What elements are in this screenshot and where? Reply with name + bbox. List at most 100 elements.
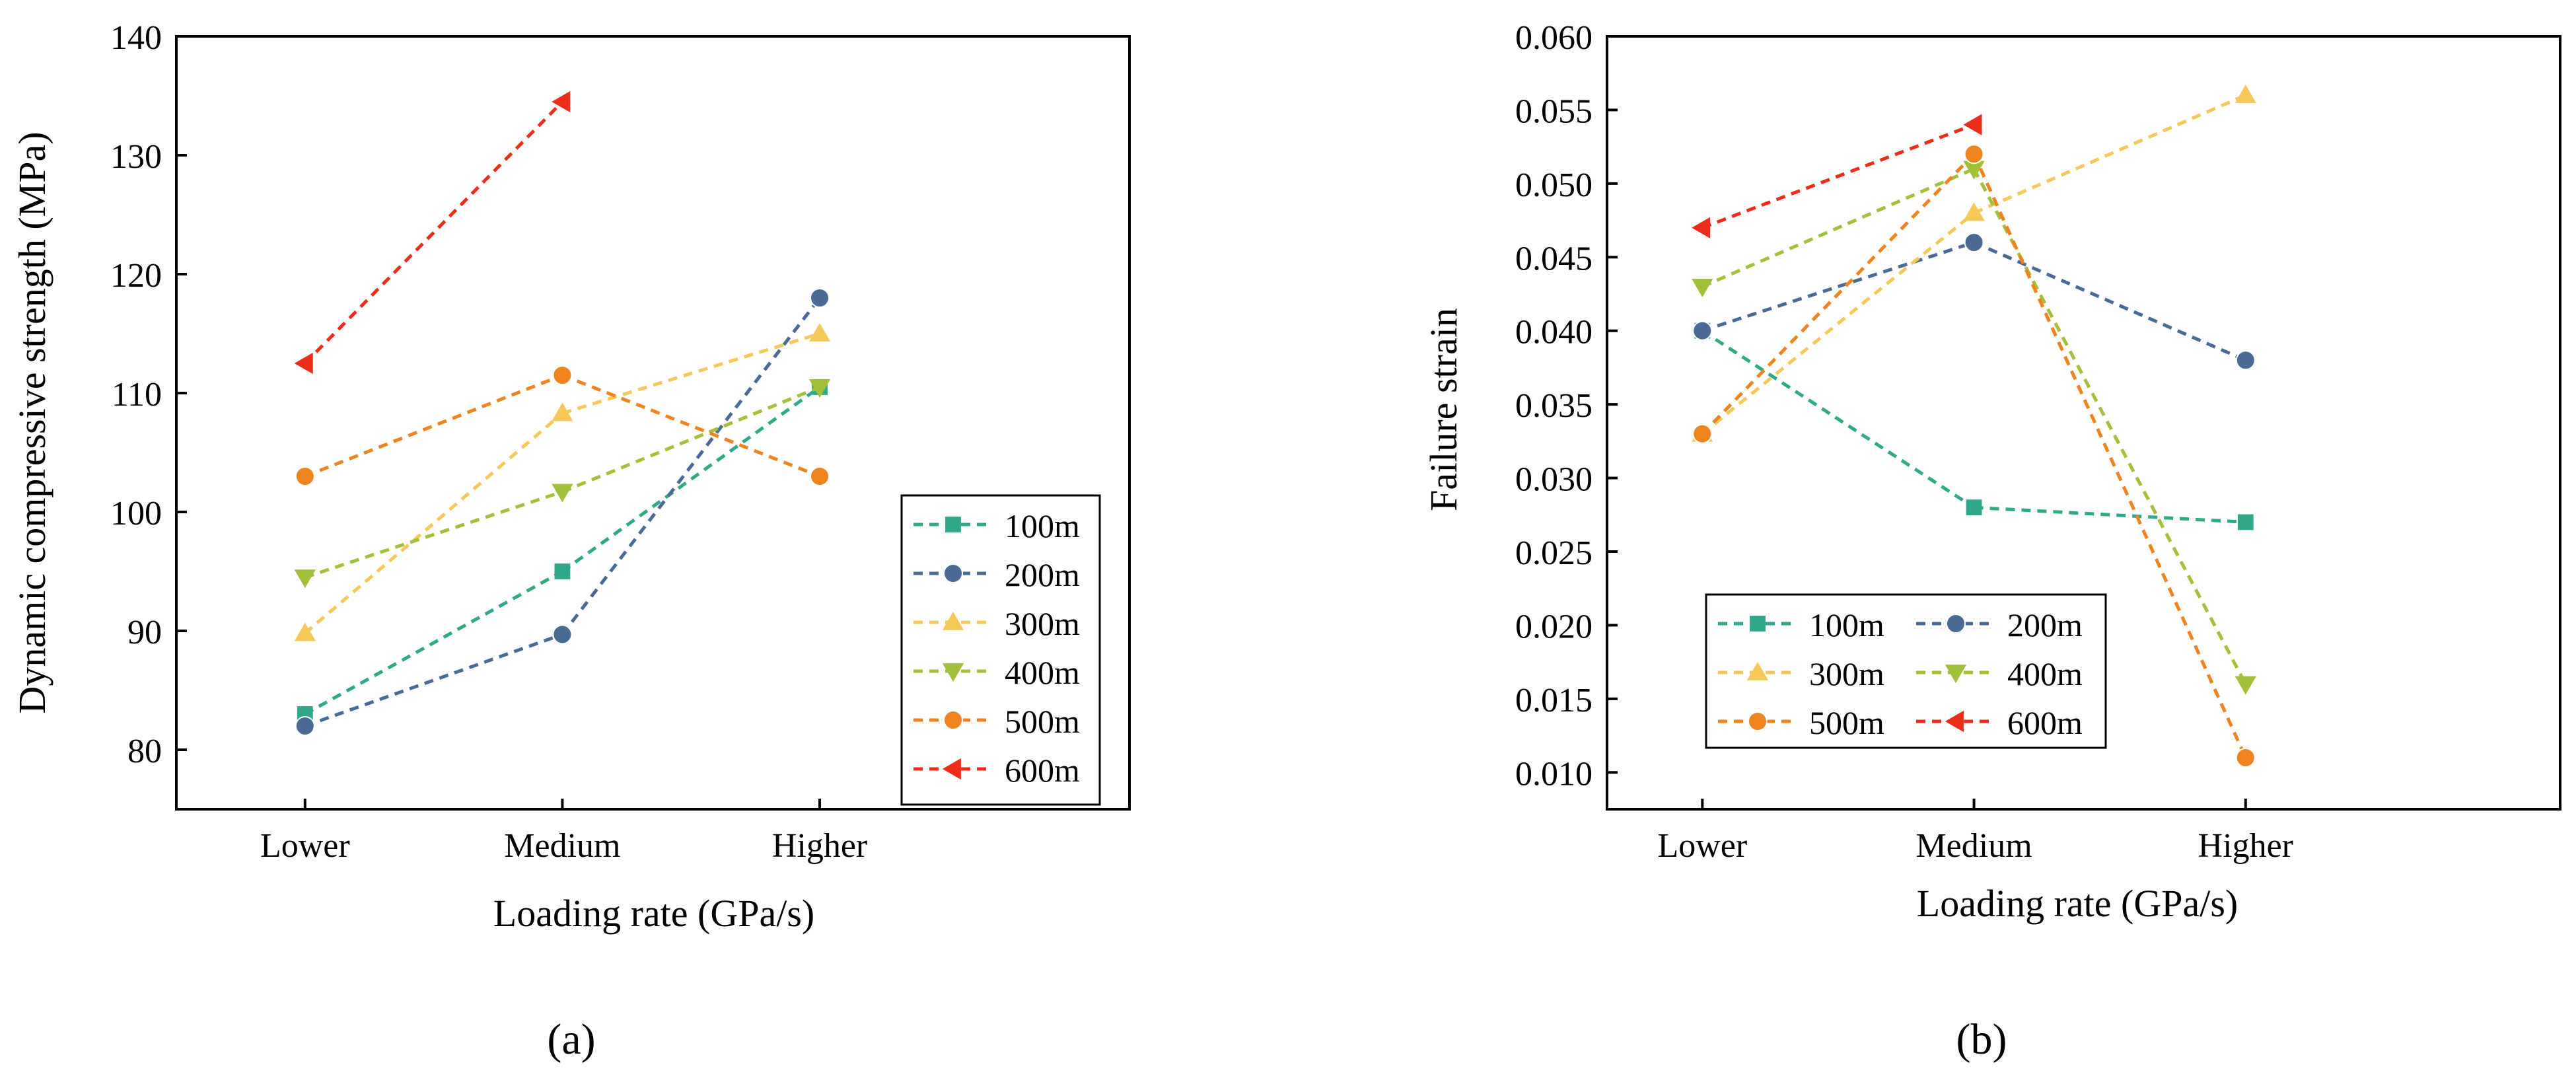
x-tick-label-a: Medium [504,827,620,865]
y-tick-label-b: 0.020 [1515,608,1592,645]
data-point-600m-a [552,91,571,113]
legend-marker-400m-b [1945,665,1967,684]
legend-label-200m-b: 200m [2007,606,2083,643]
data-point-400m-b [1692,278,1713,297]
data-point-100m-a [554,563,571,579]
y-tick-label-b: 0.030 [1515,461,1592,499]
panel-label-a: (a) [547,1015,595,1064]
legend-marker-100m-b [1750,616,1766,632]
y-tick-label-b: 0.025 [1515,534,1592,572]
data-point-400m-a [808,379,831,398]
data-point-100m-b [1966,499,1982,516]
data-point-300m-a [552,402,573,421]
data-point-500m-b [1964,144,1984,164]
data-point-200m-a [552,624,573,645]
data-point-200m-a [810,288,830,308]
series-line-200m-b [1973,240,2246,362]
x-tick-label-b: Higher [2198,827,2293,865]
legend-marker-200m-b [1946,614,1966,634]
data-point-100m-b [2237,514,2254,530]
legend-label-300m-a: 300m [1005,605,1080,642]
legend-marker-100m-a [945,517,961,532]
series-line-600m-b [1701,123,1975,230]
data-point-200m-b [1692,320,1713,341]
y-tick-label-b: 0.055 [1515,92,1592,130]
y-tick-label-b: 0.060 [1515,19,1592,57]
data-point-200m-b [1964,233,1984,252]
data-point-600m-b [1963,114,1982,135]
series-line-300m-a [304,412,564,635]
legend-label-400m-b: 400m [2007,655,2083,692]
series-line-500m-a [561,373,820,478]
data-point-300m-a [808,322,831,342]
legend-marker-600m-a [942,758,961,780]
series-line-600m-a [304,100,564,365]
legend-marker-200m-a [943,563,963,583]
series-line-100m-a [561,385,821,573]
legend-marker-600m-b [1945,710,1964,733]
data-point-300m-b [1963,202,1985,221]
data-point-500m-b [1692,423,1713,444]
series-line-200m-a [561,297,822,635]
series-line-300m-b [1701,211,1976,435]
y-tick-label-a: 110 [112,376,162,414]
x-tick-label-b: Medium [1915,827,2032,865]
series-line-200m-b [1701,240,1975,333]
series-line-300m-b [1973,93,2246,215]
series-line-400m-b [1972,168,2248,685]
y-tick-label-a: 90 [127,614,162,651]
y-tick-label-a: 80 [127,733,162,770]
data-point-400m-a [552,484,573,503]
y-tick-label-b: 0.045 [1515,240,1592,277]
data-point-500m-a [552,365,573,385]
legend-label-600m-b: 600m [2007,704,2083,741]
x-tick-label-a: Lower [260,827,350,865]
data-point-400m-b [2235,676,2256,695]
legend-label-500m-a: 500m [1005,703,1080,740]
y-tick-label-a: 140 [110,19,162,57]
series-line-100m-a [304,569,563,716]
y-tick-label-a: 130 [110,138,162,176]
series-line-300m-a [561,332,820,415]
data-point-200m-a [295,716,315,736]
panel-label-b: (b) [1956,1015,2007,1064]
y-tick-label-b: 0.015 [1515,682,1592,719]
x-tick-label-a: Higher [772,827,867,865]
legend-label-400m-a: 400m [1005,654,1080,691]
series-line-400m-b [1701,167,1975,289]
legend-marker-500m-b [1748,711,1768,731]
y-axis-title-b: Failure strain [1422,308,1465,511]
legend-label-600m-a: 600m [1005,752,1080,789]
data-point-300m-b [2235,85,2256,104]
legend-label-500m-b: 500m [1809,704,1884,741]
legend-label-200m-a: 200m [1005,556,1080,593]
series-line-100m-b [1974,505,2246,524]
series-line-100m-b [1701,329,1975,509]
series-line-500m-b [1701,153,1976,435]
legend-marker-300m-a [942,611,964,630]
y-tick-label-a: 100 [110,495,162,532]
x-axis-title-b: Loading rate (GPa/s) [1917,882,2238,925]
chart-panel-b: 0.010 0.015 0.020 0.025 0.030 0.035 0.040 0.045… [1422,19,2561,1064]
x-axis-title-a: Loading rate (GPa/s) [493,892,814,935]
y-tick-label-b: 0.010 [1515,755,1592,793]
series-line-400m-a [304,490,563,579]
legend-label-100m-b: 100m [1809,606,1884,643]
legend-marker-300m-b [1746,661,1769,680]
data-point-500m-a [810,466,830,486]
data-point-400m-a [294,569,316,589]
y-tick-label-b: 0.035 [1515,387,1592,425]
y-tick-label-b: 0.050 [1515,166,1592,204]
data-point-500m-b [2235,748,2256,768]
legend-marker-500m-a [943,710,963,730]
legend-marker-400m-a [942,663,964,682]
data-point-200m-b [2235,350,2256,371]
data-point-400m-b [1963,161,1985,180]
data-point-600m-b [1692,217,1711,238]
data-point-300m-a [294,622,316,641]
x-tick-label-b: Lower [1657,827,1747,865]
y-tick-label-a: 120 [110,257,162,295]
y-tick-label-b: 0.040 [1515,314,1592,351]
legend-label-100m-a: 100m [1005,507,1080,544]
